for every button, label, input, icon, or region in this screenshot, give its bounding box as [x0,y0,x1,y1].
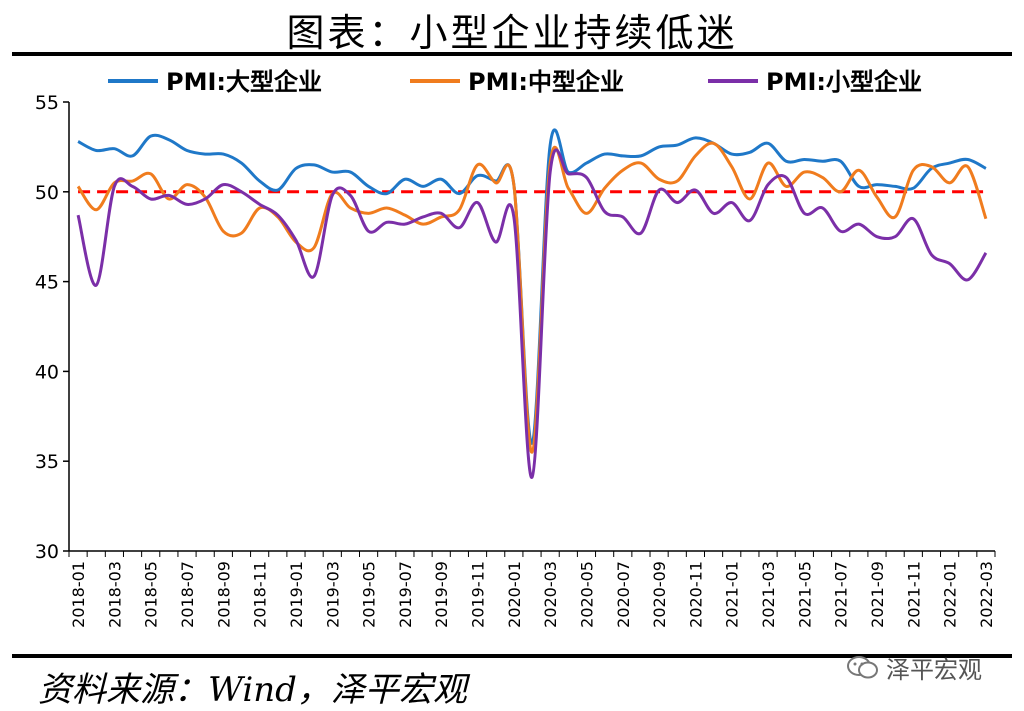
x-axis: 2018-01 2018-03 2018-05 2018-07 2018-09 2018-… [68,550,996,628]
x-tick-label: 2020-09 [650,561,669,628]
legend-label-3: PMI:小型企业 [766,68,922,96]
x-tick-label: 2021-03 [759,561,778,628]
source-note: 资料来源：Wind，泽平宏观 [38,670,467,710]
x-tick-label: 2019-07 [396,561,415,628]
x-tick-label: 2018-09 [214,561,233,628]
x-tick-label: 2019-11 [469,561,488,628]
series-lines [76,128,988,479]
x-tick-label: 2020-11 [686,561,705,628]
x-tick-label: 2018-05 [142,561,161,628]
y-tick-label: 55 [35,92,59,114]
watermark-text: 泽平宏观 [886,656,982,684]
x-tick-label: 2019-01 [287,561,306,628]
x-tick-label: 2018-01 [69,561,88,628]
legend: PMI:大型企业 PMI:中型企业 PMI:小型企业 [108,68,922,96]
x-tick-label: 2020-07 [614,561,633,628]
x-tick-label: 2018-03 [105,561,124,628]
top-rule [12,52,1012,56]
bottom-rule [12,654,1012,658]
x-tick-label: 2019-05 [360,561,379,628]
x-tick-label: 2021-09 [868,561,887,628]
x-tick-label: 2020-05 [577,561,596,628]
y-tick-label: 30 [35,541,59,563]
x-tick-label: 2019-09 [432,561,451,628]
x-tick-label: 2021-07 [832,561,851,628]
x-tick-label: 2020-03 [541,561,560,628]
legend-label-2: PMI:中型企业 [468,68,624,96]
series-line-3 [76,148,988,479]
series-line-2 [76,141,988,454]
x-tick-label: 2022-03 [977,561,996,628]
x-tick-label: 2022-01 [941,561,960,628]
x-tick-label: 2020-01 [505,561,524,628]
x-tick-label: 2018-11 [251,561,270,628]
x-tick-label: 2019-03 [323,561,342,628]
x-tick-label: 2018-07 [178,561,197,628]
x-tick-label: 2021-05 [795,561,814,628]
series-line-1 [77,128,987,445]
x-tick-label: 2021-01 [723,561,742,628]
wechat-icon [847,655,878,678]
watermark: 泽平宏观 [846,650,982,685]
y-tick-label: 50 [35,182,59,204]
y-tick-label: 40 [35,361,59,383]
x-tick-label: 2021-11 [904,561,923,628]
y-axis: 30 35 40 45 50 55 [35,92,70,563]
y-tick-label: 35 [35,451,59,473]
y-tick-label: 45 [35,272,59,294]
legend-label-1: PMI:大型企业 [166,68,322,96]
page-title: 图表：小型企业持续低迷 [286,11,738,55]
